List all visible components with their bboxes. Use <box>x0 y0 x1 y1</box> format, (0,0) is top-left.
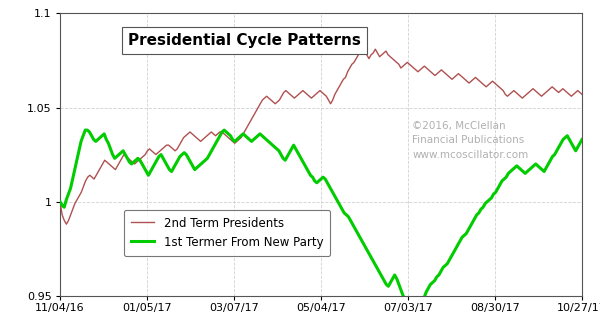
Legend: 2nd Term Presidents, 1st Termer From New Party: 2nd Term Presidents, 1st Termer From New… <box>124 210 331 256</box>
Text: Presidential Cycle Patterns: Presidential Cycle Patterns <box>128 33 361 48</box>
Text: ©2016, McClellan
Financial Publications
www.mcoscillator.com: ©2016, McClellan Financial Publications … <box>412 121 529 160</box>
